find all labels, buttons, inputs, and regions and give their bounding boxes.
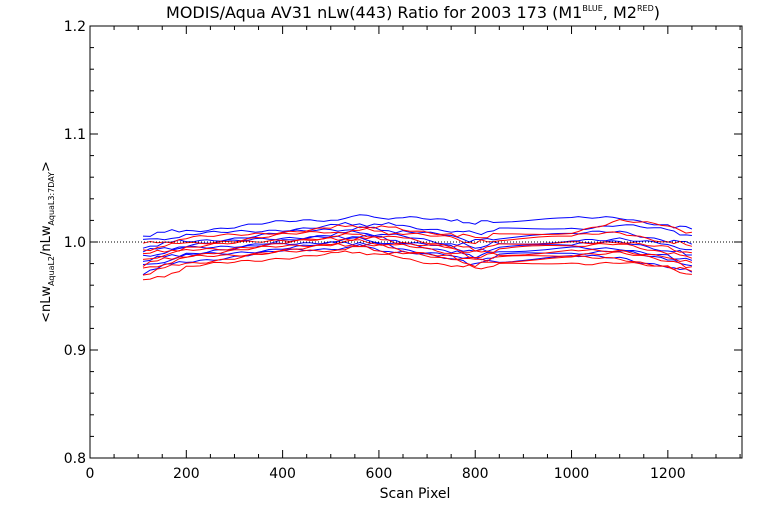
x-tick-label: 800 [462, 466, 489, 482]
series-line-m2-14 [142, 243, 692, 269]
y-tick-label: 1.0 [64, 235, 86, 251]
y-tick-label: 1.2 [64, 19, 86, 35]
series-line-m2-11 [142, 233, 692, 255]
series-line-m2-13 [142, 239, 693, 267]
y-axis-label-part-a: <nLw [39, 286, 54, 323]
series-line-m1-1 [142, 214, 693, 237]
x-tick-label: 600 [366, 466, 393, 482]
series-line-m2-15 [142, 245, 693, 276]
x-tick-label: 1000 [554, 466, 590, 482]
x-tick-label: 400 [269, 466, 296, 482]
chart-title-sup-blue: BLUE [582, 4, 602, 13]
series-line-m2-16 [142, 250, 692, 281]
series-line-m1-4 [142, 230, 692, 253]
series-line-m2-12 [142, 236, 693, 260]
chart-title-sup-red: RED [637, 4, 654, 13]
chart-title-main: MODIS/Aqua AV31 nLw(443) Ratio for 2003 … [166, 3, 582, 22]
y-axis-label: <nLwAquaL2/nLwAquaL3:7DAY> [39, 161, 56, 323]
series-line-m2-9 [142, 218, 692, 244]
y-axis-label-sub-a: AquaL2 [47, 256, 56, 286]
plot-area: 0 200 400 600 800 1000 1200 0.8 0.9 1.0 1.1 1.2 [64, 19, 743, 482]
y-axis-label-part-b: /nLw [39, 225, 54, 256]
y-axis-label-part-c: > [39, 161, 54, 172]
y-axis-label-sub-b: AquaL3:7DAY [47, 172, 56, 226]
y-tick-label: 1.1 [64, 127, 86, 143]
chart-title: MODIS/Aqua AV31 nLw(443) Ratio for 2003 … [166, 3, 660, 22]
x-tick-label: 1200 [650, 466, 686, 482]
x-tick-label: 0 [86, 466, 95, 482]
x-tick-label: 200 [173, 466, 200, 482]
x-axis-label: Scan Pixel [380, 486, 451, 502]
chart-title-mid: , M2 [603, 3, 637, 22]
y-tick-label: 0.8 [64, 451, 86, 467]
y-tick-label: 0.9 [64, 343, 86, 359]
chart-title-end: ) [654, 3, 660, 22]
series-line-m2-10 [142, 227, 693, 252]
